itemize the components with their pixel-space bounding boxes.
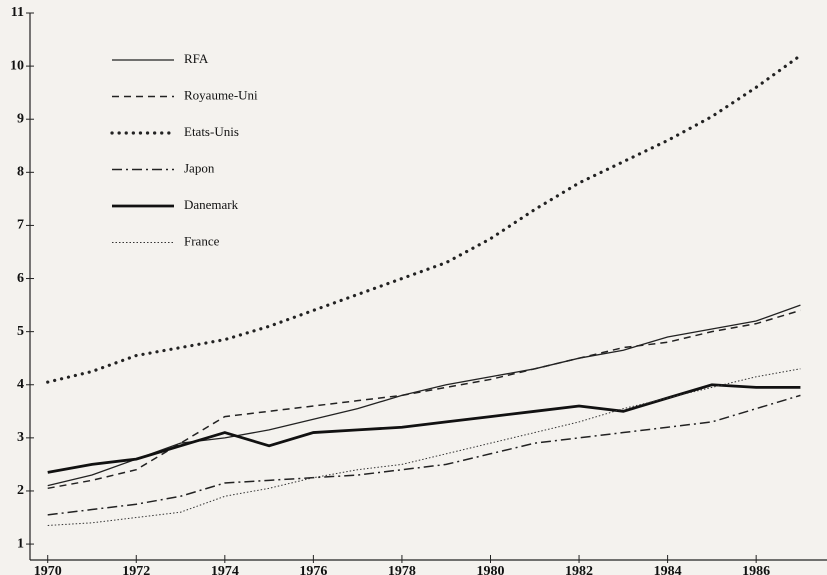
y-tick-label: 9 — [17, 111, 24, 126]
legend-label: Royaume-Uni — [184, 87, 258, 102]
x-tick-label: 1976 — [299, 564, 327, 575]
x-tick-label: 1972 — [122, 564, 150, 575]
series-line — [47, 368, 801, 526]
y-tick-label: 5 — [17, 324, 24, 339]
y-tick-label: 4 — [17, 377, 24, 392]
y-tick-label: 6 — [17, 271, 24, 286]
series-line — [47, 309, 801, 490]
x-tick-label: 1986 — [742, 564, 770, 575]
y-tick-label: 3 — [17, 430, 24, 445]
x-tick-label: 1984 — [654, 564, 682, 575]
legend-label: Danemark — [184, 197, 239, 212]
legend-label: Japon — [184, 160, 215, 175]
x-tick-label: 1978 — [388, 564, 416, 575]
y-tick-label: 1 — [17, 536, 24, 551]
y-tick-label: 7 — [17, 218, 24, 233]
legend-label: Etats-Unis — [184, 124, 239, 139]
y-tick-label: 10 — [10, 58, 24, 73]
x-tick-label: 1982 — [565, 564, 593, 575]
series-line — [47, 304, 801, 487]
y-tick-label: 8 — [17, 165, 24, 180]
y-tick-label: 2 — [17, 483, 24, 498]
x-tick-label: 1974 — [211, 564, 239, 575]
y-tick-label: 11 — [11, 5, 24, 20]
x-tick-label: 1980 — [476, 564, 504, 575]
x-tick-label: 1970 — [34, 564, 62, 575]
series-line — [47, 394, 801, 516]
series-line — [47, 383, 801, 474]
legend-label: France — [184, 233, 220, 248]
legend-label: RFA — [184, 51, 209, 66]
